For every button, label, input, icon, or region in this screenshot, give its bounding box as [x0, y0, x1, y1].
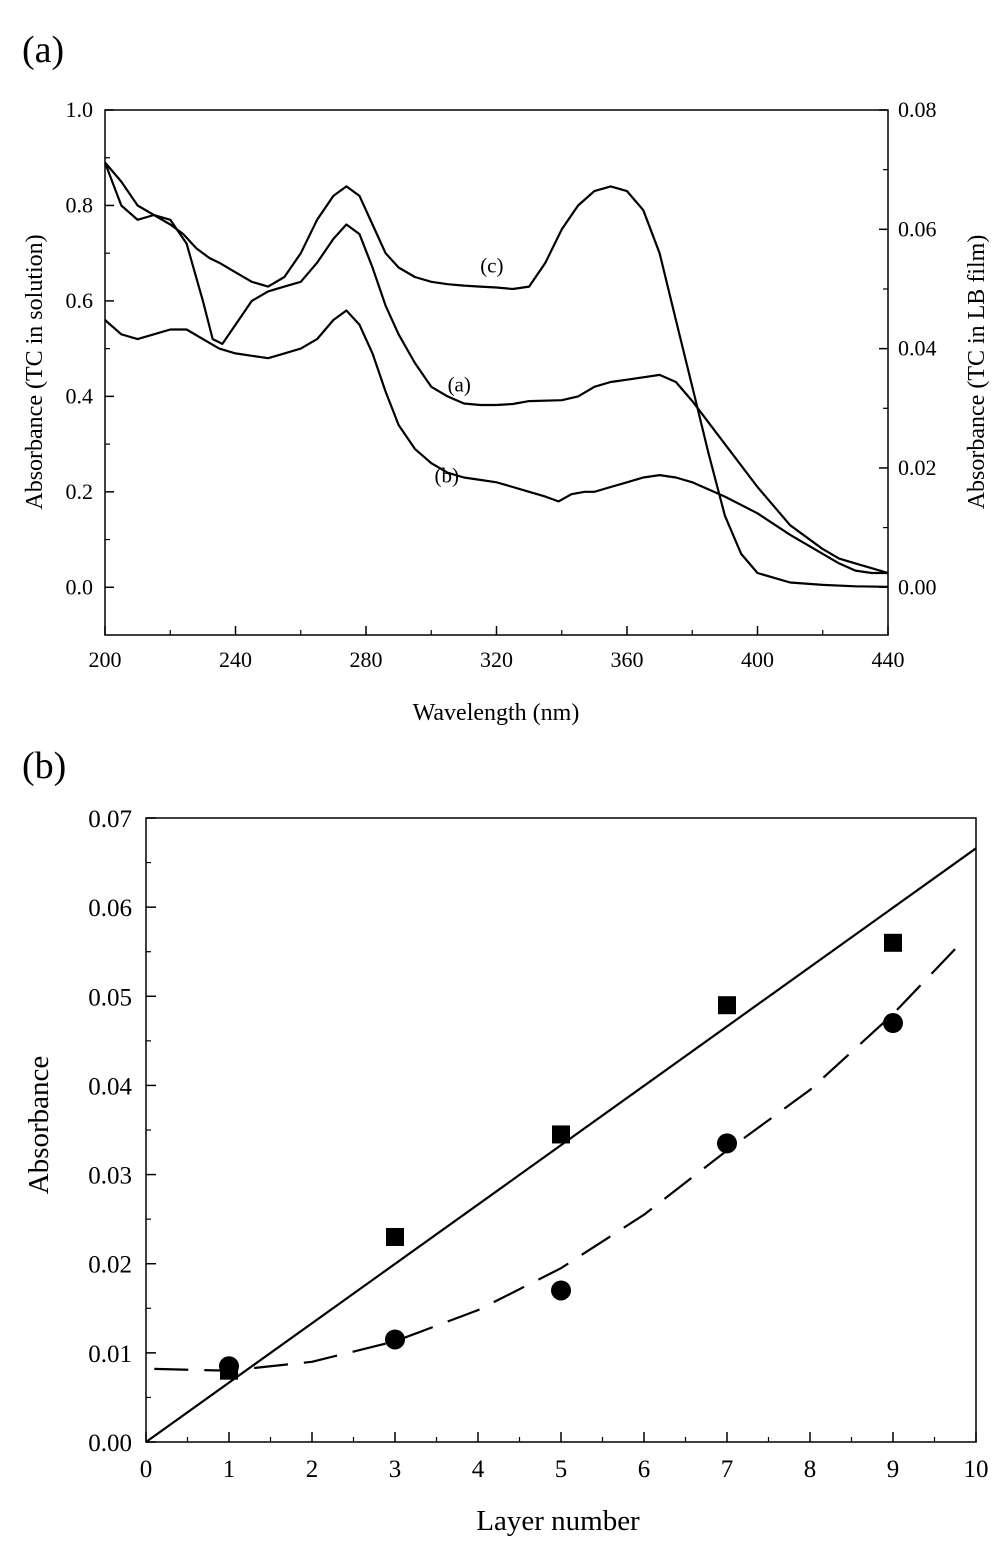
panel-b-x-tick-label: 1	[223, 1456, 236, 1483]
panel-b-circle-point	[385, 1329, 405, 1350]
panel-a-y2-tick-label: 0.06	[898, 216, 937, 241]
panel-a-plot-frame	[104, 109, 889, 636]
panel-a-x-axis: 200 240 280 320 360 400 440	[89, 626, 905, 672]
panel-a-x-tick-label: 400	[741, 647, 774, 672]
panel-b-x-tick-label: 3	[389, 1456, 402, 1483]
panel-b-fit-solid-line	[145, 847, 977, 1443]
panel-b-y-tick-label: 0.04	[88, 1073, 132, 1100]
panel-a-series-group: (a) (b) (c)	[103, 161, 889, 588]
panel-b-fit-lines	[145, 847, 977, 1443]
panel-b-square-point	[552, 1125, 570, 1144]
panel-b-x-tick-label: 7	[721, 1456, 734, 1483]
panel-b-y-tick-label: 0.00	[88, 1430, 132, 1457]
panel-a-y2-tick-label: 0.02	[898, 455, 937, 480]
panel-b-y-tick-label: 0.03	[88, 1163, 132, 1190]
panel-b-y-axis: 0.00 0.01 0.02 0.03 0.04 0.05 0.06 0.07	[88, 806, 156, 1457]
panel-b-data-points	[219, 933, 903, 1380]
panel-b-fit-dashed-line	[154, 943, 961, 1372]
panel-a-right-y-axis: 0.00 0.02 0.04 0.06 0.08	[879, 97, 937, 599]
panel-a-left-y-axis: 0.0 0.2 0.4 0.6 0.8 1.0	[66, 97, 114, 599]
panel-b-layer-chart: (b) 0 1 2 3 4 5 6 7 8 9 10 0.000.010.020.030.040.0…	[22, 745, 989, 1537]
panel-b-x-tick-label: 8	[804, 1456, 817, 1483]
panel-b-x-tick-label: 9	[887, 1456, 900, 1483]
panel-b-circle-point	[219, 1356, 239, 1377]
panel-a-series-a-line	[103, 162, 889, 575]
panel-a-y-tick-label: 1.0	[66, 97, 94, 122]
panel-a-x-tick-label: 200	[89, 647, 122, 672]
panel-b-y-tick-label: 0.06	[88, 895, 132, 922]
panel-a-y2-axis-label: Absorbance (TC in LB film)	[964, 235, 990, 510]
panel-a-y-tick-label: 0.2	[66, 479, 94, 504]
panel-a-y-tick-label: 0.6	[66, 288, 94, 313]
panel-a-series-c-label: (c)	[480, 253, 503, 277]
panel-b-label: (b)	[22, 745, 66, 787]
panel-a-series-b-label: (b)	[435, 463, 460, 487]
panel-b-y-tick-label: 0.05	[88, 984, 132, 1011]
panel-a-y2-tick-label: 0.08	[898, 97, 937, 122]
panel-b-y-tick-label: 0.01	[88, 1341, 132, 1368]
panel-b-square-point	[718, 996, 736, 1015]
panel-a-x-tick-label: 240	[219, 647, 252, 672]
panel-b-x-tick-label: 6	[638, 1456, 651, 1483]
panel-a-y-axis-label: Absorbance (TC in solution)	[22, 234, 48, 509]
panel-b-x-tick-label: 4	[472, 1456, 485, 1483]
panel-a-series-a-label: (a)	[448, 373, 471, 397]
panel-b-x-axis-label: Layer number	[476, 1505, 640, 1537]
panel-a-x-tick-label: 320	[480, 647, 513, 672]
panel-b-circle-point	[717, 1133, 737, 1154]
panel-b-circle-point	[551, 1280, 571, 1301]
panel-b-y-tick-label: 0.02	[88, 1252, 132, 1279]
panel-b-x-tick-label: 10	[964, 1456, 989, 1483]
panel-a-series-c-line	[104, 161, 889, 588]
panel-a-spectra-chart: (a) 200 240 280 320 360 400 440 0.00.20.40.60.…	[22, 29, 990, 726]
panel-a-x-axis-label: Wavelength (nm)	[413, 700, 580, 726]
panel-b-y-tick-label: 0.07	[88, 806, 132, 833]
panel-a-x-tick-label: 440	[872, 647, 905, 672]
panel-b-square-point	[386, 1227, 404, 1246]
panel-b-x-axis: 0 1 2 3 4 5 6 7 8 9 10	[140, 1432, 989, 1483]
panel-a-y2-tick-label: 0.00	[898, 574, 937, 599]
panel-b-x-tick-label: 5	[555, 1456, 568, 1483]
panel-a-x-tick-label: 280	[350, 647, 383, 672]
panel-a-y-tick-label: 0.4	[66, 383, 94, 408]
panel-b-square-point	[884, 933, 902, 952]
panel-a-y-tick-label: 0.8	[66, 192, 94, 217]
panel-a-y2-tick-label: 0.04	[898, 336, 937, 361]
panel-a-x-tick-label: 360	[611, 647, 644, 672]
panel-a-series-b-line	[104, 309, 888, 575]
panel-b-circle-point	[883, 1013, 903, 1034]
panel-b-x-tick-label: 0	[140, 1456, 153, 1483]
panel-a-label: (a)	[22, 29, 64, 71]
panel-b-y-axis-label: Absorbance	[23, 1056, 55, 1195]
panel-b-x-tick-label: 2	[306, 1456, 319, 1483]
panel-a-y-tick-label: 0.0	[66, 574, 94, 599]
